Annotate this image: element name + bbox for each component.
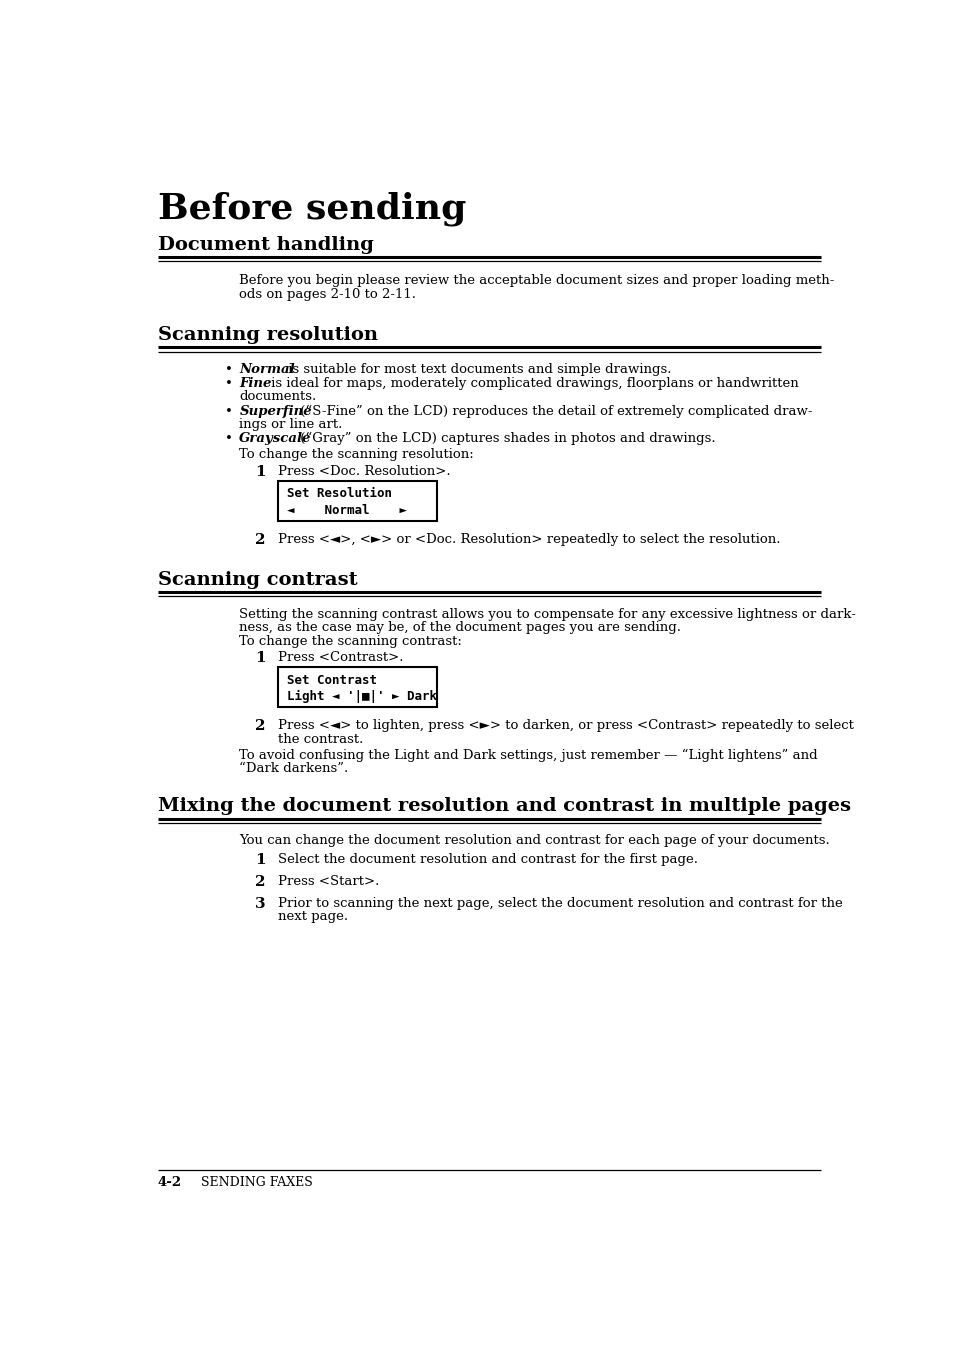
Text: •: • xyxy=(225,404,233,418)
Text: Before you begin please review the acceptable document sizes and proper loading : Before you begin please review the accep… xyxy=(239,274,834,287)
Text: 2: 2 xyxy=(254,718,265,733)
Text: Set Resolution: Set Resolution xyxy=(287,488,392,500)
Text: (“S-Fine” on the LCD) reproduces the detail of extremely complicated draw-: (“S-Fine” on the LCD) reproduces the det… xyxy=(295,404,812,418)
Text: •: • xyxy=(225,363,233,376)
Text: 2: 2 xyxy=(254,532,265,547)
Text: Superfine: Superfine xyxy=(239,404,312,418)
Bar xyxy=(278,667,436,706)
Text: is suitable for most text documents and simple drawings.: is suitable for most text documents and … xyxy=(284,363,671,376)
Text: 3: 3 xyxy=(254,896,265,911)
Text: 4-2: 4-2 xyxy=(158,1175,182,1189)
Text: documents.: documents. xyxy=(239,391,316,403)
Text: Document handling: Document handling xyxy=(158,236,374,253)
Text: “Dark darkens”.: “Dark darkens”. xyxy=(239,762,348,775)
Text: 1: 1 xyxy=(254,853,265,867)
Text: Press <Contrast>.: Press <Contrast>. xyxy=(278,651,403,665)
Text: Grayscale: Grayscale xyxy=(239,433,312,445)
Text: 1: 1 xyxy=(254,465,265,479)
Text: Light ◄ '|■|' ► Dark: Light ◄ '|■|' ► Dark xyxy=(287,690,437,702)
Text: Press <Start>.: Press <Start>. xyxy=(278,875,379,888)
Text: 2: 2 xyxy=(254,875,265,888)
Text: Press <Doc. Resolution>.: Press <Doc. Resolution>. xyxy=(278,465,450,479)
Text: ods on pages 2-10 to 2-11.: ods on pages 2-10 to 2-11. xyxy=(239,287,416,301)
Text: is ideal for maps, moderately complicated drawings, floorplans or handwritten: is ideal for maps, moderately complicate… xyxy=(267,377,799,390)
Text: Fine: Fine xyxy=(239,377,272,390)
Text: Scanning contrast: Scanning contrast xyxy=(158,570,357,589)
Text: Set Contrast: Set Contrast xyxy=(287,674,377,686)
Text: Press <◄> to lighten, press <►> to darken, or press <Contrast> repeatedly to sel: Press <◄> to lighten, press <►> to darke… xyxy=(278,718,853,732)
Text: Normal: Normal xyxy=(239,363,294,376)
Text: You can change the document resolution and contrast for each page of your docume: You can change the document resolution a… xyxy=(239,834,829,847)
Text: Press <◄>, <►> or <Doc. Resolution> repeatedly to select the resolution.: Press <◄>, <►> or <Doc. Resolution> repe… xyxy=(278,532,780,546)
Text: To change the scanning resolution:: To change the scanning resolution: xyxy=(239,449,474,461)
Text: the contrast.: the contrast. xyxy=(278,732,363,745)
Text: Before sending: Before sending xyxy=(158,191,466,225)
Text: SENDING FAXES: SENDING FAXES xyxy=(200,1175,312,1189)
Text: Setting the scanning contrast allows you to compensate for any excessive lightne: Setting the scanning contrast allows you… xyxy=(239,608,856,620)
Text: Prior to scanning the next page, select the document resolution and contrast for: Prior to scanning the next page, select … xyxy=(278,896,842,910)
Text: 1: 1 xyxy=(254,651,265,666)
Text: •: • xyxy=(225,433,233,445)
Text: ness, as the case may be, of the document pages you are sending.: ness, as the case may be, of the documen… xyxy=(239,621,680,634)
Text: Mixing the document resolution and contrast in multiple pages: Mixing the document resolution and contr… xyxy=(158,797,850,816)
Text: ◄    Normal    ►: ◄ Normal ► xyxy=(287,504,407,516)
Text: To avoid confusing the Light and Dark settings, just remember — “Light lightens”: To avoid confusing the Light and Dark se… xyxy=(239,748,817,762)
Text: ings or line art.: ings or line art. xyxy=(239,418,342,431)
Bar xyxy=(278,480,436,520)
Text: (“Gray” on the LCD) captures shades in photos and drawings.: (“Gray” on the LCD) captures shades in p… xyxy=(295,433,715,445)
Text: •: • xyxy=(225,377,233,390)
Text: next page.: next page. xyxy=(278,910,348,923)
Text: Scanning resolution: Scanning resolution xyxy=(158,326,377,344)
Text: To change the scanning contrast:: To change the scanning contrast: xyxy=(239,635,462,647)
Text: Select the document resolution and contrast for the first page.: Select the document resolution and contr… xyxy=(278,853,698,865)
